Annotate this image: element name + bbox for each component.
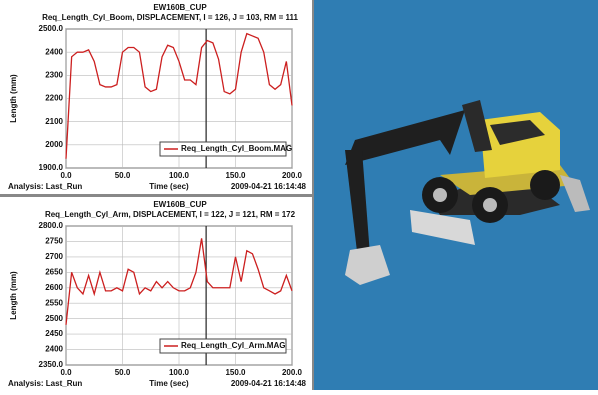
footer-left: Analysis: Last_Run bbox=[8, 379, 82, 388]
y-tick-label: 2000 bbox=[45, 140, 63, 149]
y-axis-label: Length (mm) bbox=[9, 271, 18, 320]
footer-right: 2009-04-21 16:14:48 bbox=[231, 379, 307, 388]
x-tick-label: 200.0 bbox=[282, 171, 303, 180]
y-tick-label: 2400 bbox=[45, 47, 63, 56]
x-tick-label: 0.0 bbox=[60, 368, 72, 377]
y-tick-label: 2600 bbox=[45, 283, 63, 292]
y-tick-label: 2750 bbox=[45, 237, 63, 246]
screen: EW160B_CUPReq_Length_Cyl_Boom, DISPLACEM… bbox=[0, 0, 598, 390]
x-tick-label: 150.0 bbox=[225, 368, 246, 377]
x-tick-label: 100.0 bbox=[169, 368, 190, 377]
footer-left: Analysis: Last_Run bbox=[8, 182, 82, 191]
y-tick-label: 2400 bbox=[45, 345, 63, 354]
y-tick-label: 2500 bbox=[45, 314, 63, 323]
chart-title: EW160B_CUP bbox=[153, 200, 207, 209]
chart-subtitle: Req_Length_Cyl_Boom, DISPLACEMENT, I = 1… bbox=[42, 13, 298, 22]
x-tick-label: 200.0 bbox=[282, 368, 303, 377]
divider bbox=[312, 0, 314, 390]
y-axis-label: Length (mm) bbox=[9, 74, 18, 123]
legend-label: Req_Length_Cyl_Arm.MAG bbox=[181, 341, 285, 350]
x-tick-label: 100.0 bbox=[169, 171, 190, 180]
x-tick-label: 50.0 bbox=[115, 171, 131, 180]
x-tick-label: 0.0 bbox=[60, 171, 72, 180]
chart-subtitle: Req_Length_Cyl_Arm, DISPLACEMENT, I = 12… bbox=[45, 210, 296, 219]
y-tick-label: 2100 bbox=[45, 117, 63, 126]
y-tick-label: 2200 bbox=[45, 94, 63, 103]
footer-right: 2009-04-21 16:14:48 bbox=[231, 182, 307, 191]
y-tick-label: 2650 bbox=[45, 267, 63, 276]
chart-title: EW160B_CUP bbox=[153, 3, 207, 12]
x-axis-label: Time (sec) bbox=[149, 182, 189, 191]
x-tick-label: 50.0 bbox=[115, 368, 131, 377]
x-tick-label: 150.0 bbox=[225, 171, 246, 180]
y-tick-label: 2500.0 bbox=[39, 24, 64, 33]
y-tick-label: 2800.0 bbox=[39, 221, 64, 230]
legend-label: Req_Length_Cyl_Boom.MAG bbox=[181, 144, 292, 153]
y-tick-label: 2700 bbox=[45, 252, 63, 261]
x-axis-label: Time (sec) bbox=[149, 379, 189, 388]
y-tick-label: 2300 bbox=[45, 70, 63, 79]
y-tick-label: 2450 bbox=[45, 329, 63, 338]
y-tick-label: 2550 bbox=[45, 298, 63, 307]
divider bbox=[0, 194, 312, 197]
